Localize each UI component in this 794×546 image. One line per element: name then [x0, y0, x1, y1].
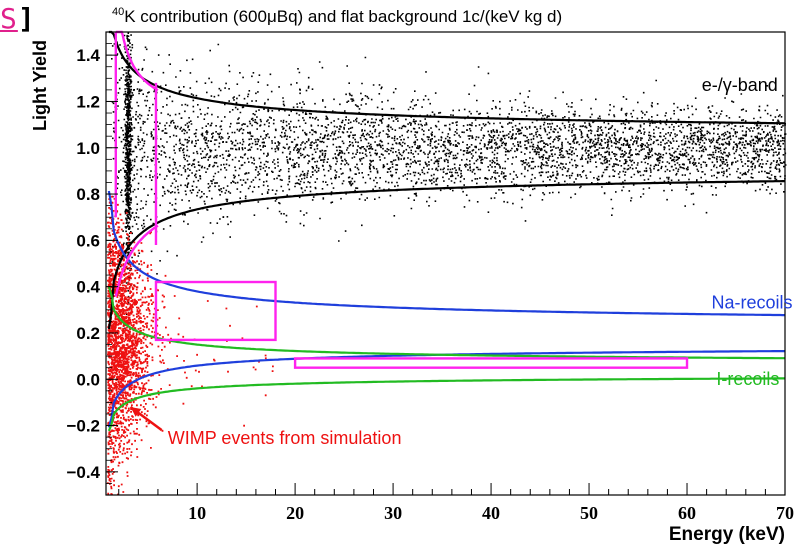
y-tick-label: 1.2 — [76, 92, 100, 111]
y-tick-label: 1.4 — [76, 46, 100, 65]
roi-egamma-lower — [114, 224, 159, 297]
x-tick-label: 10 — [188, 503, 206, 523]
annotation-3: I-recoils — [716, 369, 779, 389]
x-tick-label: 20 — [286, 503, 304, 523]
annotation-4: WIMP events from simulation — [168, 428, 402, 448]
roi-box-1 — [154, 280, 277, 342]
y-tick-label: 0.0 — [76, 370, 100, 389]
band-i-lower — [107, 377, 785, 432]
y-tick-label: 0.4 — [76, 278, 100, 297]
y-tick-label: 0.2 — [76, 324, 100, 343]
roi-egamma-upper — [115, 30, 159, 92]
plot-frame: 10 20 30 40 50 60 70 −0.4 −0.2 0.0 0.2 0.4 0.6 0.8 1.0… — [66, 31, 794, 523]
x-tick-label: 60 — [678, 503, 696, 523]
band-na-lower — [107, 350, 785, 428]
roi-box-2 — [293, 357, 689, 369]
y-tick-label: −0.2 — [66, 417, 100, 436]
y-tick-label: 0.6 — [76, 231, 100, 250]
title-text: K contribution (600μBq) and flat backgro… — [124, 7, 562, 26]
corner-label: S] — [0, 2, 36, 35]
annotation-1: e-/γ-band — [702, 75, 778, 95]
band-i-upper — [107, 286, 785, 360]
y-tick-label: 0.8 — [76, 185, 100, 204]
y-tick-label: −0.4 — [66, 463, 100, 482]
annotation-arrow-head — [130, 407, 142, 417]
text-labels: 40K contribution (600μBq) and flat backg… — [30, 6, 793, 545]
y-axis-label: Light Yield — [30, 40, 50, 131]
annotation-2: Na-recoils — [712, 293, 793, 313]
plot-border — [105, 31, 786, 496]
band-curves — [107, 30, 786, 432]
x-tick-label: 30 — [384, 503, 402, 523]
x-tick-label: 70 — [776, 503, 794, 523]
y-tick-label: 1.0 — [76, 139, 100, 158]
band-na-upper — [107, 190, 785, 317]
title-superscript: 40 — [112, 6, 124, 18]
corner-bracket: ] — [17, 2, 36, 35]
dots-layer — [107, 32, 787, 496]
corner-letter: S — [0, 2, 18, 35]
x-tick-label: 50 — [580, 503, 598, 523]
band-egamma-upper — [108, 30, 786, 125]
x-tick-label: 40 — [482, 503, 500, 523]
x-axis-label: Energy (keV) — [669, 524, 785, 545]
chart-title: 40K contribution (600μBq) and flat backg… — [112, 6, 562, 26]
egamma-events — [111, 32, 787, 330]
band-egamma-lower — [107, 180, 785, 330]
